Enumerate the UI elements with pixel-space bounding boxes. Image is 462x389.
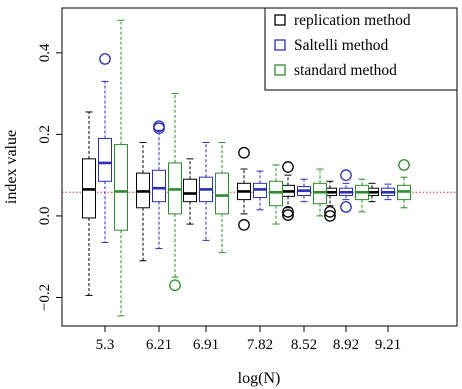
box-3-1 [114,19,128,317]
box-3-4 [269,164,283,225]
box-1-3 [183,158,197,225]
box-body [152,169,166,203]
box-body [215,172,229,215]
box-2-4 [253,170,267,211]
outlier-point [340,169,352,182]
box-3-7 [397,159,411,209]
box-3-2 [168,93,182,292]
outlier-point [238,146,250,159]
legend-label: Saltelli method [294,37,389,54]
box-2-3 [199,142,213,241]
box-2-1 [98,53,112,243]
box-1-5 [281,161,295,221]
legend-swatch [274,14,286,26]
box-1-4 [237,146,251,231]
x-tick-label: 6.91 [193,337,219,353]
box-3-3 [215,142,229,254]
y-tick-label: 0.4 [37,43,53,62]
outlier-point [238,219,250,231]
box-3-6 [355,178,369,213]
y-tick-label: −0.2 [37,284,53,311]
x-tick-label: 8.92 [333,337,359,353]
x-tick-label: 5.3 [96,337,115,353]
outlier-point [324,205,336,218]
legend-label: replication method [294,12,411,29]
box-1-2 [136,142,150,262]
outlier-point [398,159,410,171]
box-body [183,178,197,203]
boxes-layer [82,19,411,317]
outlier-point [282,209,294,221]
legend-box [264,7,458,91]
outlier-point [282,205,294,218]
outlier-point [324,210,336,222]
legend-swatch [274,39,286,51]
legend: replication method Saltelli method standar… [264,7,458,91]
x-axis-title: log(N) [238,370,281,387]
box-2-7 [381,183,395,201]
box-body [98,137,112,182]
legend-items: replication method Saltelli method standar… [274,12,411,79]
box-2-2 [152,120,166,250]
outlier-point [153,122,165,135]
legend-swatch [274,64,286,76]
y-tick-label: 0.0 [37,207,53,226]
outlier-point [99,53,111,65]
box-2-5 [297,178,311,203]
x-tick-label: 6.21 [146,337,172,353]
y-tick-label: 0.2 [37,125,53,144]
x-tick-label: 9.21 [375,337,401,353]
outlier-point [340,201,352,213]
x-tick-label: 8.52 [291,337,317,353]
outlier-point [169,279,181,292]
legend-label: standard method [294,62,397,79]
x-tick-label: 7.82 [247,337,273,353]
box-3-5 [313,168,327,217]
outlier-point [282,161,294,173]
y-axis-title: index value [3,130,20,204]
box-1-1 [82,111,96,296]
axes-layer: 5.3 6.21 6.91 7.82 8.52 8.92 9.21 −0.2 0.0 0.2 0.4 [37,43,401,353]
box-2-6 [339,169,353,213]
box-body [114,144,128,231]
